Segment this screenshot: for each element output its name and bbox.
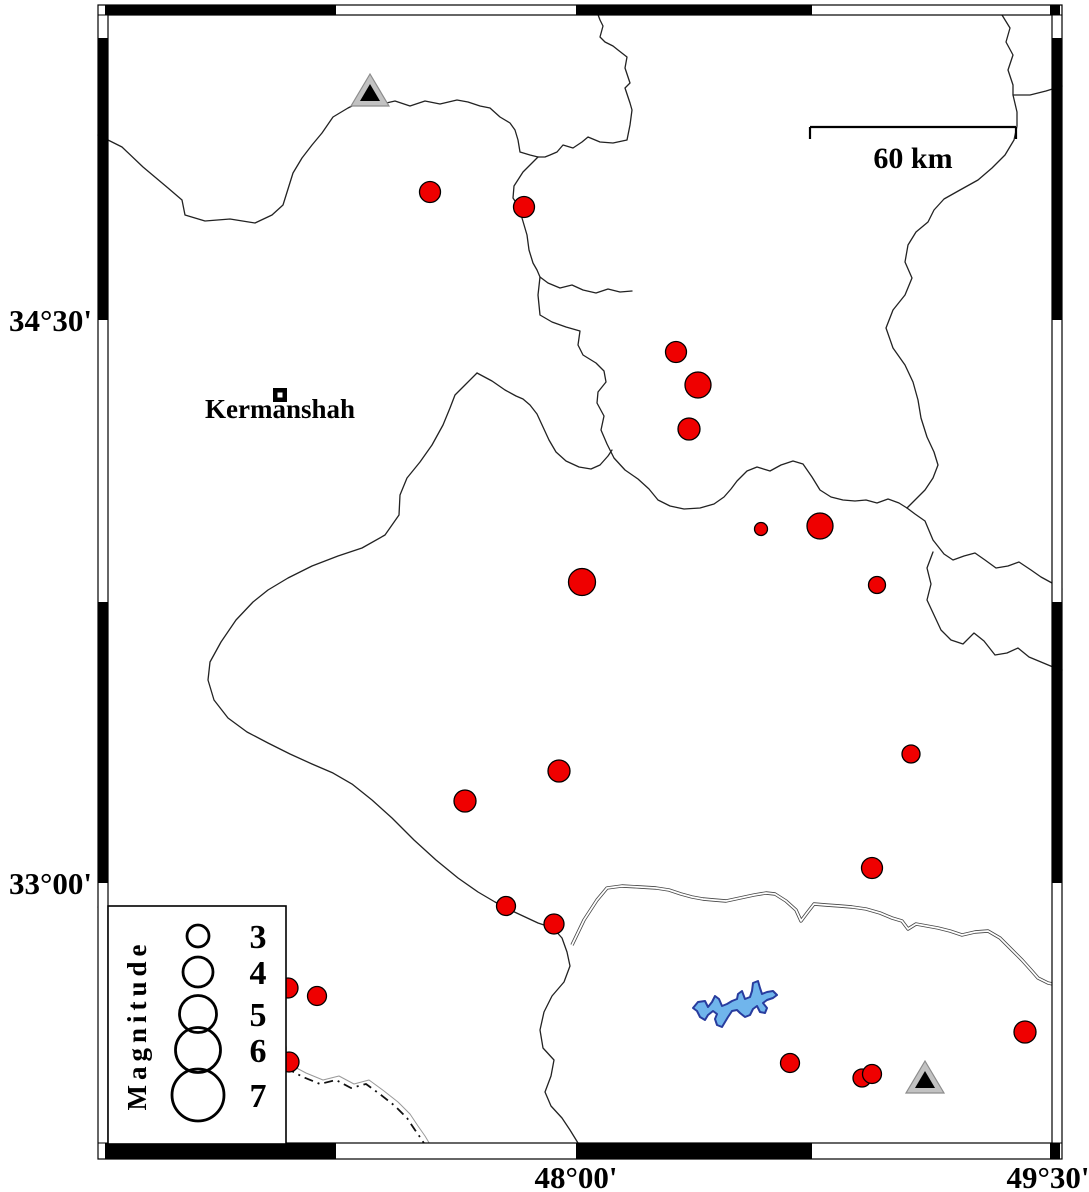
- city-label: Kermanshah: [205, 394, 355, 424]
- lake: [692, 980, 778, 1028]
- earthquake-epicenter: [664, 340, 688, 364]
- legend-magnitude-circle: [181, 955, 215, 989]
- legend-magnitude-value: 4: [250, 955, 267, 992]
- earthquake-epicenter: [901, 744, 921, 764]
- legend: Magnitude 34 56 7: [107, 905, 287, 1145]
- river-layer: [570, 884, 1063, 988]
- frame-segment-top: [1050, 5, 1060, 15]
- frame-outer-rect: [97, 4, 1063, 1160]
- axis-label-longitude: 49°30': [1006, 1160, 1089, 1192]
- legend-title: Magnitude: [122, 939, 152, 1110]
- earthquake-epicenter: [861, 1063, 883, 1085]
- legend-magnitude-value: 6: [250, 1033, 267, 1070]
- legend-magnitude-circle: [185, 923, 211, 949]
- frame-segment-left: [98, 38, 108, 320]
- boundary-line: [926, 551, 1063, 671]
- frame-segment-bottom: [105, 1143, 336, 1159]
- scale-bar: 60 km: [808, 125, 1018, 175]
- earthquake-epicenter: [453, 789, 477, 813]
- border-solid-companion: [288, 1063, 432, 1147]
- city-square-inner: [277, 392, 283, 398]
- city-marker-group: Kermanshah: [205, 388, 355, 424]
- station-triangle-inner: [915, 1071, 935, 1088]
- lake-layer: [692, 980, 778, 1028]
- seismic-station: [349, 72, 391, 107]
- axis-label-latitude: 34°30': [9, 303, 92, 338]
- boundary-line: [537, 11, 633, 158]
- river-outline: [570, 884, 1063, 988]
- boundary-line: [512, 156, 908, 510]
- scale-bar-label: 60 km: [873, 142, 952, 175]
- earthquake-epicenter: [567, 567, 597, 597]
- frame-segment-right: [1052, 38, 1062, 320]
- stations-layer: [349, 72, 946, 1094]
- legend-magnitude-value: 5: [250, 997, 267, 1034]
- earthquake-epicenter: [806, 512, 834, 540]
- boundary-line: [906, 507, 1063, 590]
- earthquake-epicenter: [1013, 1020, 1037, 1044]
- axis-label-longitude: 48°00': [534, 1160, 617, 1192]
- legend-magnitude-circle: [174, 1026, 222, 1074]
- earthquake-epicenter: [753, 521, 769, 537]
- earthquakes-layer: [277, 180, 1037, 1088]
- river-core: [571, 885, 1063, 987]
- boundary-line: [539, 276, 633, 294]
- border-dashed-line: [285, 1067, 429, 1151]
- boundary-line: [885, 14, 1018, 509]
- legend-magnitude-circle: [178, 994, 218, 1034]
- frame-segment-right: [1052, 602, 1062, 883]
- frame-segment-left: [98, 602, 108, 883]
- earthquake-epicenter: [684, 371, 712, 399]
- earthquake-epicenter: [543, 913, 565, 935]
- earthquake-epicenter: [860, 856, 884, 880]
- earthquake-epicenter: [512, 195, 536, 219]
- earthquake-epicenter: [677, 417, 701, 441]
- station-triangle-inner: [360, 84, 380, 101]
- earthquake-epicenter: [306, 985, 328, 1007]
- earthquake-epicenter: [495, 895, 517, 917]
- frame-layer: [97, 4, 1063, 1160]
- boundary-line: [476, 372, 613, 470]
- legend-magnitude-value: 7: [250, 1078, 267, 1115]
- legend-magnitude-value: 3: [250, 919, 267, 956]
- frame-segment-bottom: [1050, 1143, 1060, 1159]
- frame-inner-rect: [107, 14, 1053, 1144]
- earthquake-epicenter: [547, 759, 571, 783]
- earthquake-epicenter: [418, 180, 442, 204]
- legend-items: 34 56 7: [170, 919, 267, 1123]
- seismic-station: [904, 1059, 946, 1094]
- legend-magnitude-circle: [170, 1067, 226, 1123]
- earthquake-epicenter: [867, 575, 887, 595]
- axis-labels-layer: 34°30' 33°00' 48°00' 49°30': [9, 303, 1089, 1192]
- boundary-line: [207, 372, 579, 1144]
- earthquake-epicenter: [779, 1052, 801, 1074]
- frame-segment-top: [105, 5, 336, 15]
- boundary-line: [97, 98, 539, 224]
- border-dashed-layer: [285, 1063, 432, 1151]
- frame-segment-top: [576, 5, 812, 15]
- frame-segment-bottom: [576, 1143, 812, 1159]
- axis-label-latitude: 33°00': [9, 866, 92, 901]
